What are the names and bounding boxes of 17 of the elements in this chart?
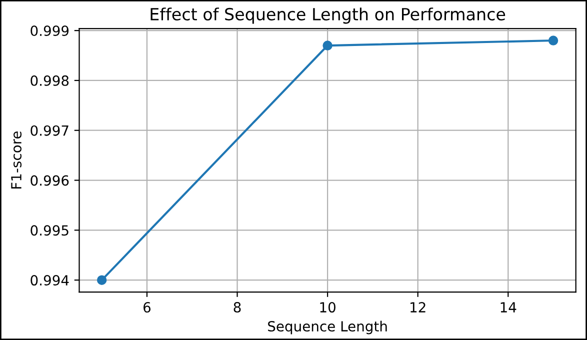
y-tick-label: 0.995 [30, 225, 68, 236]
x-tick-label: 10 [320, 302, 336, 313]
x-tick-label: 6 [144, 302, 151, 313]
point [96, 275, 107, 285]
point [548, 36, 558, 46]
x-tick-label: 12 [410, 302, 426, 312]
x-tick-label: 14 [500, 302, 516, 312]
y-tick-label: 0.998 [30, 75, 69, 86]
y-axis-title: F1-score [11, 131, 22, 189]
x-axis-title: Sequence Length [268, 320, 387, 334]
point [322, 40, 332, 50]
chart-title: Effect of Sequence Length on Performance [150, 8, 506, 24]
y-tick-label: 0.996 [30, 175, 69, 186]
x-tick-label: 8 [234, 302, 241, 313]
y-tick-label: 0.997 [30, 125, 68, 136]
y-tick-label: 0.999 [30, 26, 69, 36]
y-tick-label: 0.994 [30, 275, 69, 286]
